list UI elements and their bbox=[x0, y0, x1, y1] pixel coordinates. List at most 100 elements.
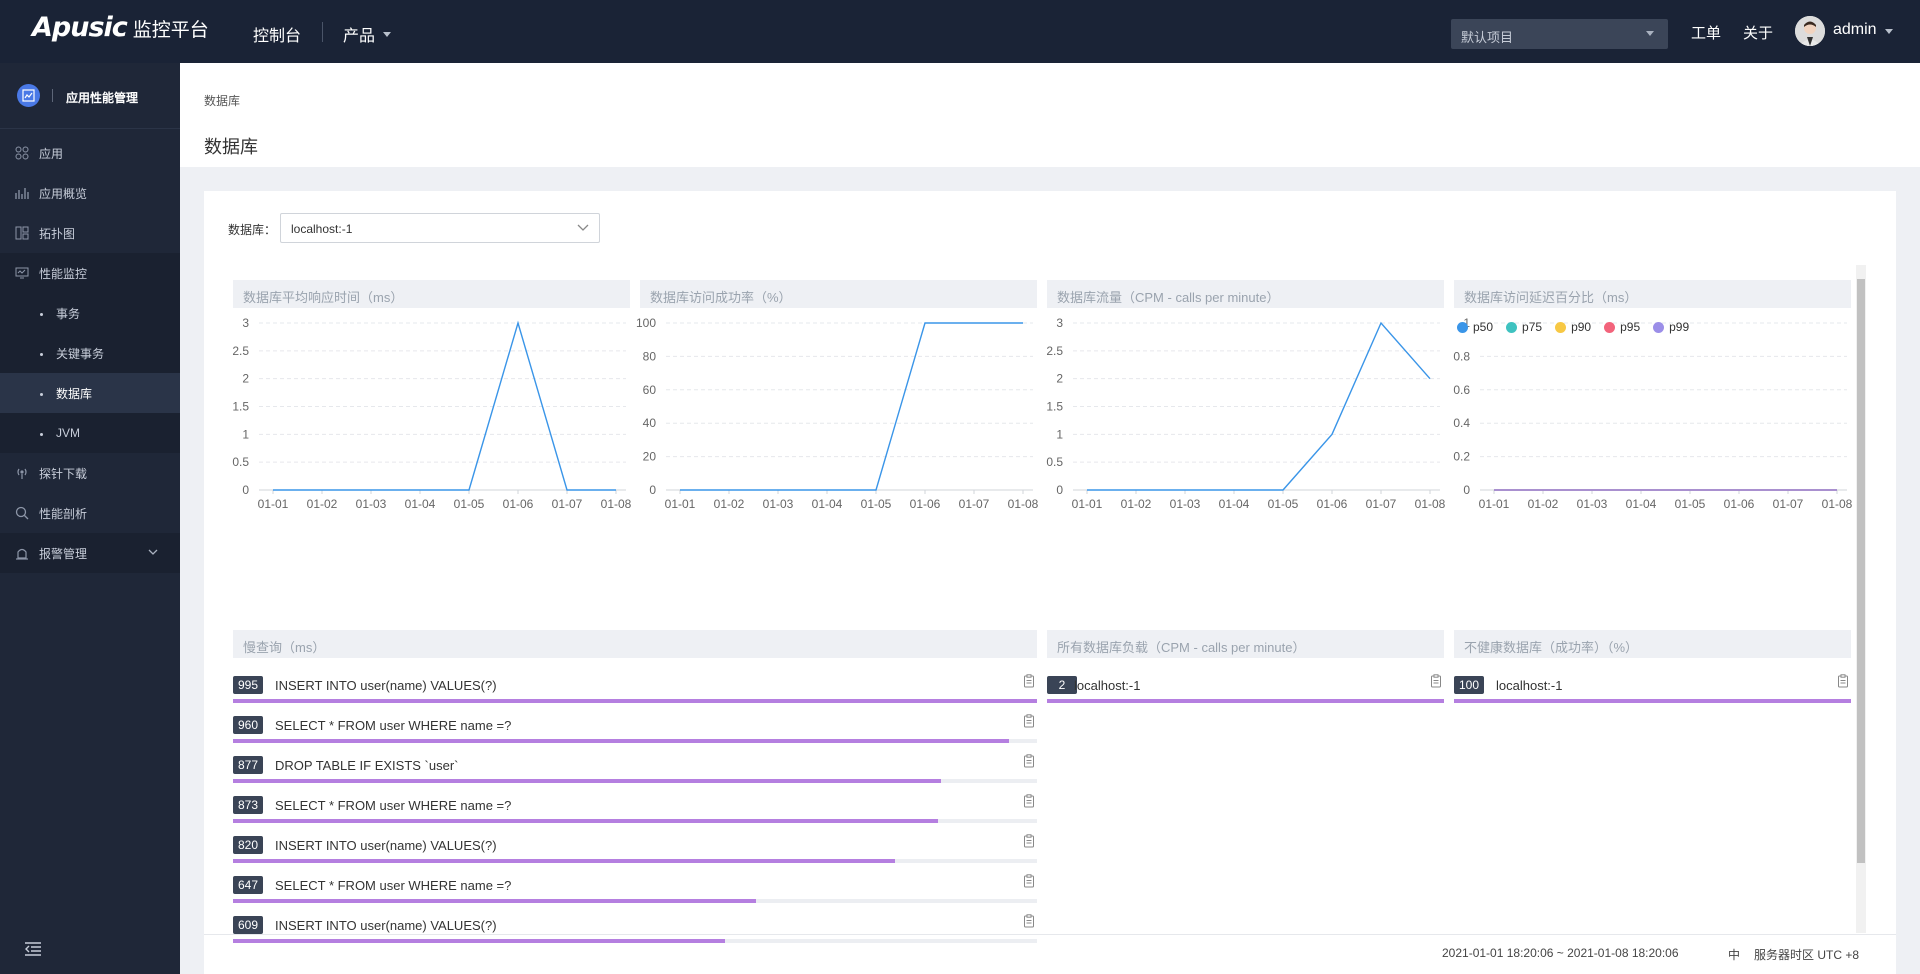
y-tick-label: 1.5 bbox=[232, 400, 249, 414]
legend-dot-icon bbox=[1457, 321, 1468, 333]
x-tick-label: 01-04 bbox=[1626, 497, 1657, 511]
x-tick-label: 01-02 bbox=[307, 497, 338, 511]
copy-icon[interactable] bbox=[1837, 674, 1849, 688]
sidebar-item-topology[interactable]: 拓扑图 bbox=[0, 213, 180, 253]
avatar[interactable] bbox=[1795, 16, 1825, 46]
copy-icon[interactable] bbox=[1023, 754, 1035, 768]
panel-title-latency-percentile: 数据库访问延迟百分比（ms） bbox=[1454, 280, 1851, 308]
sidebar-item-performance[interactable]: 性能监控 bbox=[0, 253, 180, 293]
database-select[interactable]: localhost:-1 bbox=[280, 213, 600, 243]
sidebar-item-key-transactions[interactable]: 关键事务 bbox=[0, 333, 180, 373]
collapse-sidebar-icon[interactable] bbox=[24, 942, 42, 956]
progress-track bbox=[233, 859, 1037, 863]
time-range[interactable]: 2021-01-01 18:20:06 ~ 2021-01-08 18:20:0… bbox=[1442, 946, 1679, 960]
project-select[interactable]: 默认项目 bbox=[1451, 19, 1668, 49]
logo[interactable]: Apusic 监控平台 bbox=[32, 12, 209, 48]
sidebar-item-overview[interactable]: 应用概览 bbox=[0, 173, 180, 213]
search-icon bbox=[15, 506, 29, 520]
scrollbar[interactable] bbox=[1856, 265, 1866, 933]
chevron-down-icon[interactable] bbox=[1885, 29, 1893, 34]
value-badge: 820 bbox=[233, 836, 264, 854]
server-timezone[interactable]: 服务器时区 UTC +8 bbox=[1754, 948, 1860, 962]
value-badge: 2 bbox=[1047, 676, 1077, 694]
copy-icon[interactable] bbox=[1023, 874, 1035, 888]
panel-title-slow-query: 慢查询（ms） bbox=[233, 630, 1037, 658]
y-tick-label: 0.5 bbox=[1046, 455, 1063, 469]
progress-fill bbox=[233, 939, 726, 943]
copy-icon[interactable] bbox=[1023, 834, 1035, 848]
x-tick-label: 01-04 bbox=[1219, 497, 1250, 511]
value-badge: 100 bbox=[1454, 676, 1485, 694]
sidebar-app-header[interactable]: 应用性能管理 bbox=[0, 63, 180, 129]
sidebar-item-profiling[interactable]: 性能剖析 bbox=[0, 493, 180, 533]
series-line-series[interactable] bbox=[680, 322, 1023, 491]
sidebar-item-alarm[interactable]: 报警管理 bbox=[0, 533, 180, 573]
series-line-series[interactable] bbox=[1087, 321, 1431, 491]
x-tick-label: 01-04 bbox=[405, 497, 436, 511]
copy-icon[interactable] bbox=[1023, 914, 1035, 928]
nav-about[interactable]: 关于 bbox=[1743, 25, 1774, 42]
series-line-series[interactable] bbox=[273, 320, 616, 491]
slow-query-row[interactable]: 609 INSERT INTO user(name) VALUES(?) bbox=[233, 910, 1037, 950]
sidebar-item-label: 数据库 bbox=[56, 386, 93, 401]
legend-dot-icon bbox=[1653, 321, 1665, 333]
x-tick-label: 01-06 bbox=[1317, 497, 1348, 511]
nav-ticket[interactable]: 工单 bbox=[1691, 25, 1722, 42]
progress-track bbox=[233, 899, 1037, 903]
x-tick-label: 01-05 bbox=[1675, 497, 1706, 511]
list-item-text: localhost:-1 bbox=[1074, 678, 1141, 693]
slow-query-row[interactable]: 820 INSERT INTO user(name) VALUES(?) bbox=[233, 830, 1037, 870]
page-title: 数据库 bbox=[204, 137, 258, 157]
legend-label: p95 bbox=[1620, 320, 1641, 334]
legend-item-p75[interactable]: p75 bbox=[1506, 320, 1542, 334]
y-tick-label: 0 bbox=[649, 483, 656, 497]
y-tick-label: 0.6 bbox=[1453, 383, 1470, 397]
value-badge: 960 bbox=[233, 716, 264, 734]
legend-item-p90[interactable]: p90 bbox=[1555, 320, 1591, 334]
sidebar-item-probe-download[interactable]: 探针下载 bbox=[0, 453, 180, 493]
x-tick-label: 01-03 bbox=[356, 497, 387, 511]
x-tick-label: 01-08 bbox=[1415, 497, 1446, 511]
db-load-row[interactable]: 2 localhost:-1 bbox=[1047, 670, 1444, 710]
breadcrumb[interactable]: 数据库 bbox=[204, 94, 241, 108]
legend-item-p50[interactable]: p50 bbox=[1457, 320, 1493, 334]
sidebar-item-label: 应用 bbox=[39, 146, 64, 161]
y-tick-label: 2 bbox=[242, 372, 249, 386]
slow-query-row[interactable]: 647 SELECT * FROM user WHERE name =? bbox=[233, 870, 1037, 910]
sidebar-item-jvm[interactable]: JVM bbox=[0, 413, 180, 453]
content-card: 数据库： localhost:-1 数据库平均响应时间（ms） 数据库访问成功率… bbox=[204, 191, 1896, 974]
nav-product-menu[interactable]: 产品 bbox=[343, 22, 392, 46]
brand-name: Apusic bbox=[32, 12, 128, 43]
language-toggle[interactable]: 中 bbox=[1728, 948, 1741, 962]
divider bbox=[204, 934, 1896, 935]
page-header: 数据库 数据库 bbox=[180, 63, 1920, 167]
x-tick-label: 01-06 bbox=[503, 497, 534, 511]
legend-item-p95[interactable]: p95 bbox=[1604, 320, 1640, 334]
unhealthy-db-row[interactable]: 100 localhost:-1 bbox=[1454, 670, 1851, 710]
progress-fill bbox=[233, 739, 1009, 743]
legend-item-p99[interactable]: p99 bbox=[1653, 320, 1689, 334]
y-tick-label: 2.5 bbox=[232, 344, 249, 358]
y-tick-label: 3 bbox=[1056, 316, 1063, 330]
slow-query-row[interactable]: 873 SELECT * FROM user WHERE name =? bbox=[233, 790, 1037, 830]
sidebar-item-apps[interactable]: 应用 bbox=[0, 133, 180, 173]
slow-query-row[interactable]: 960 SELECT * FROM user WHERE name =? bbox=[233, 710, 1037, 750]
x-tick-label: 01-03 bbox=[1170, 497, 1201, 511]
y-tick-label: 2.5 bbox=[1046, 344, 1063, 358]
x-tick-label: 01-05 bbox=[454, 497, 485, 511]
chevron-down-icon bbox=[577, 224, 589, 231]
user-name[interactable]: admin bbox=[1833, 21, 1877, 38]
copy-icon[interactable] bbox=[1023, 674, 1035, 688]
slow-query-row[interactable]: 995 INSERT INTO user(name) VALUES(?) bbox=[233, 670, 1037, 710]
copy-icon[interactable] bbox=[1430, 674, 1442, 688]
slow-query-row[interactable]: 877 DROP TABLE IF EXISTS `user` bbox=[233, 750, 1037, 790]
sidebar-item-transactions[interactable]: 事务 bbox=[0, 293, 180, 333]
nav-console[interactable]: 控制台 bbox=[253, 28, 302, 45]
sidebar-item-database[interactable]: 数据库 bbox=[0, 373, 180, 413]
x-tick-label: 01-07 bbox=[552, 497, 583, 511]
copy-icon[interactable] bbox=[1023, 794, 1035, 808]
list-item-text: INSERT INTO user(name) VALUES(?) bbox=[275, 838, 497, 853]
x-tick-label: 01-03 bbox=[1577, 497, 1608, 511]
scrollbar-thumb[interactable] bbox=[1857, 279, 1865, 863]
copy-icon[interactable] bbox=[1023, 714, 1035, 728]
